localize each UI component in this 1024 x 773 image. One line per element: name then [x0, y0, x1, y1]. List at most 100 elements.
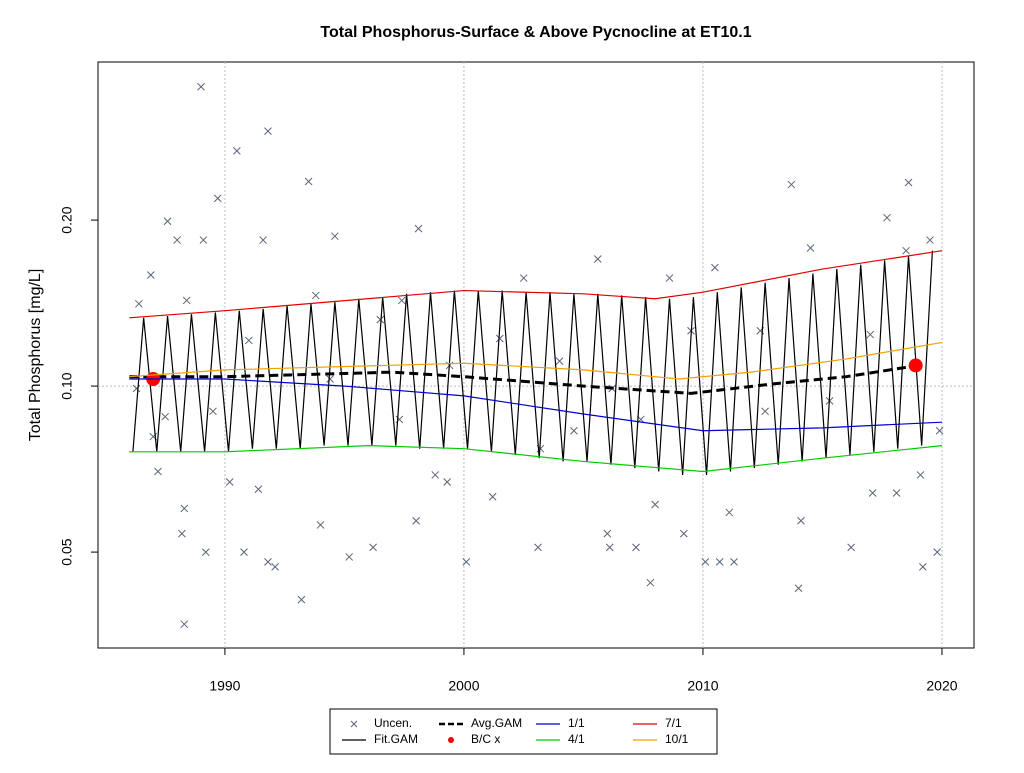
data-point [397, 296, 406, 305]
data-point [135, 299, 143, 308]
data-point [847, 543, 855, 552]
y-axis-label: Total Phosphorus [mg/L] [27, 269, 44, 442]
data-point [369, 543, 377, 552]
data-point [271, 563, 279, 571]
data-point [555, 357, 564, 365]
data-point [316, 521, 325, 529]
x-tick-label: 1990 [209, 678, 240, 694]
data-point [519, 274, 528, 282]
data-point [632, 543, 640, 552]
data-point [730, 558, 738, 566]
data-point [570, 426, 578, 435]
legend-label: B/C x [471, 732, 500, 746]
data-point [178, 529, 186, 538]
legend-label: Uncen. [374, 716, 412, 730]
x-tick-label: 2000 [448, 678, 479, 694]
data-point [233, 147, 241, 155]
data-point [259, 236, 268, 244]
data-point [918, 563, 927, 571]
series-line [129, 341, 943, 380]
series-line [129, 363, 919, 395]
legend-swatch [350, 720, 358, 728]
legend-swatch [448, 737, 454, 743]
series-line [129, 444, 943, 473]
series-line [132, 250, 934, 475]
x-tick-label: 2020 [926, 678, 957, 694]
data-point [209, 407, 217, 416]
data-point [132, 384, 141, 393]
data-point [180, 620, 189, 629]
data-point [679, 529, 688, 538]
data-point [725, 508, 734, 517]
data-point [462, 558, 471, 566]
data-point [665, 274, 674, 282]
data-point [431, 471, 440, 479]
data-point [866, 330, 875, 339]
data-point [904, 178, 913, 187]
data-point [264, 127, 272, 135]
data-point [173, 236, 181, 244]
legend-label: 10/1 [665, 732, 689, 746]
y-tick-label: 0.05 [59, 538, 75, 565]
data-point [182, 296, 191, 305]
data-point [199, 236, 208, 244]
y-tick-label: 0.10 [59, 372, 75, 399]
data-point [443, 478, 452, 486]
data-point [908, 358, 923, 373]
data-point [201, 548, 210, 556]
data-point [797, 516, 805, 525]
data-point [651, 500, 660, 509]
data-point [304, 177, 313, 186]
data-point [883, 213, 891, 222]
data-point [213, 194, 222, 203]
data-point [701, 558, 710, 566]
data-point [311, 291, 320, 300]
legend-label: 4/1 [568, 732, 585, 746]
chart-title: Total Phosphorus-Surface & Above Pycnocl… [320, 24, 751, 41]
series-line [129, 250, 943, 319]
data-point [412, 516, 420, 525]
legend: Uncen. Fit.GAM Avg.GAM B/C x 1/1 4/1 7/1 10/1 [329, 708, 718, 755]
data-point [197, 82, 205, 91]
data-point [225, 478, 234, 486]
data-point [787, 180, 796, 189]
data-point [534, 543, 542, 552]
data-point [794, 584, 803, 593]
data-point [715, 558, 724, 566]
data-point [264, 558, 272, 566]
data-point [916, 471, 925, 479]
data-point [605, 543, 614, 552]
data-point [180, 504, 189, 513]
data-point [297, 595, 306, 604]
legend-label: 1/1 [568, 716, 585, 730]
data-point [345, 553, 354, 561]
data-point [240, 548, 248, 556]
data-point [331, 232, 339, 241]
y-tick-label: 0.20 [59, 206, 75, 233]
data-point [376, 315, 385, 324]
series-line [129, 378, 943, 432]
legend-box [329, 708, 718, 755]
data-point [326, 375, 334, 383]
x-tick-label: 2010 [687, 678, 718, 694]
data-point [244, 336, 253, 345]
data-point [414, 224, 423, 233]
data-point [488, 492, 497, 501]
data-point [806, 244, 815, 252]
plot-frame [97, 61, 975, 649]
data-point [646, 578, 655, 587]
data-point [761, 407, 769, 416]
data-point [926, 236, 934, 244]
data-point [154, 467, 162, 476]
legend-label: Avg.GAM [471, 716, 522, 730]
data-point [146, 271, 155, 279]
data-point [711, 263, 719, 272]
data-point [603, 529, 612, 538]
data-point [593, 255, 602, 263]
data-point [161, 412, 170, 421]
data-point [163, 217, 172, 226]
data-point [254, 485, 263, 494]
data-point [868, 489, 877, 497]
data-point [495, 334, 504, 343]
